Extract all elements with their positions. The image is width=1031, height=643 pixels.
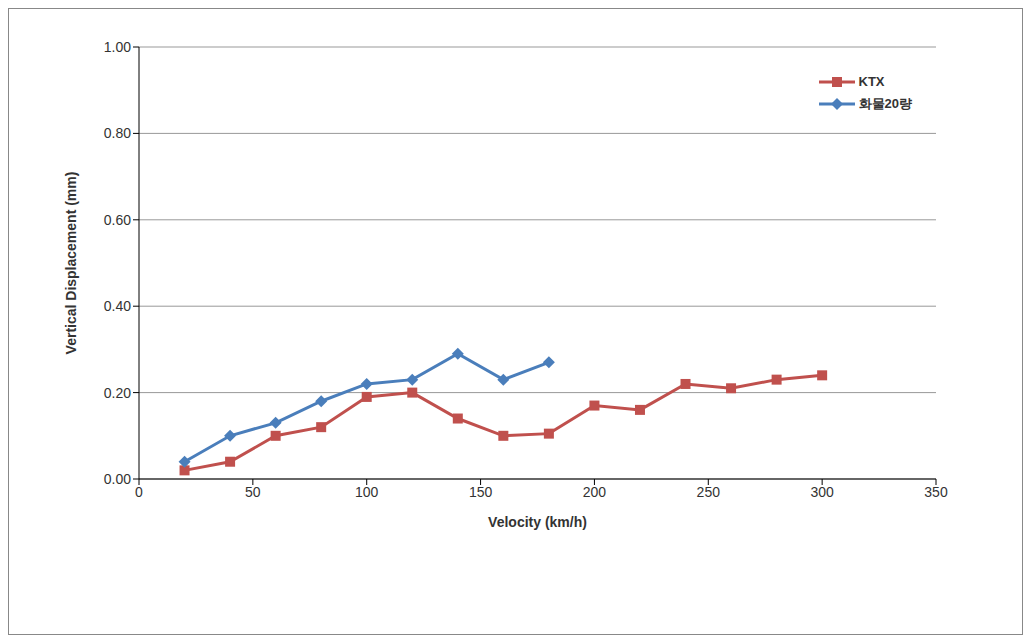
- html-text:화물20량: 화물20량: [858, 96, 912, 111]
- svg-text:0.00: 0.00: [104, 471, 131, 487]
- svg-text:200: 200: [583, 484, 607, 500]
- svg-text:0: 0: [135, 484, 143, 500]
- svg-text:300: 300: [810, 484, 834, 500]
- svg-text:1.00: 1.00: [104, 39, 131, 55]
- svg-text:350: 350: [924, 484, 948, 500]
- svg-text:50: 50: [245, 484, 261, 500]
- svg-text:150: 150: [469, 484, 493, 500]
- svg-text:0.20: 0.20: [104, 385, 131, 401]
- svg-text:Velocity (km/h): Velocity (km/h): [488, 514, 587, 530]
- html-text:KTX: KTX: [858, 74, 885, 89]
- svg-text:0.60: 0.60: [104, 212, 131, 228]
- svg-text:100: 100: [355, 484, 379, 500]
- svg-text:0.80: 0.80: [104, 125, 131, 141]
- svg-text:0.40: 0.40: [104, 298, 131, 314]
- svg-text:250: 250: [697, 484, 721, 500]
- svg-text:Vertical Displacement (mm): Vertical Displacement (mm): [63, 172, 79, 355]
